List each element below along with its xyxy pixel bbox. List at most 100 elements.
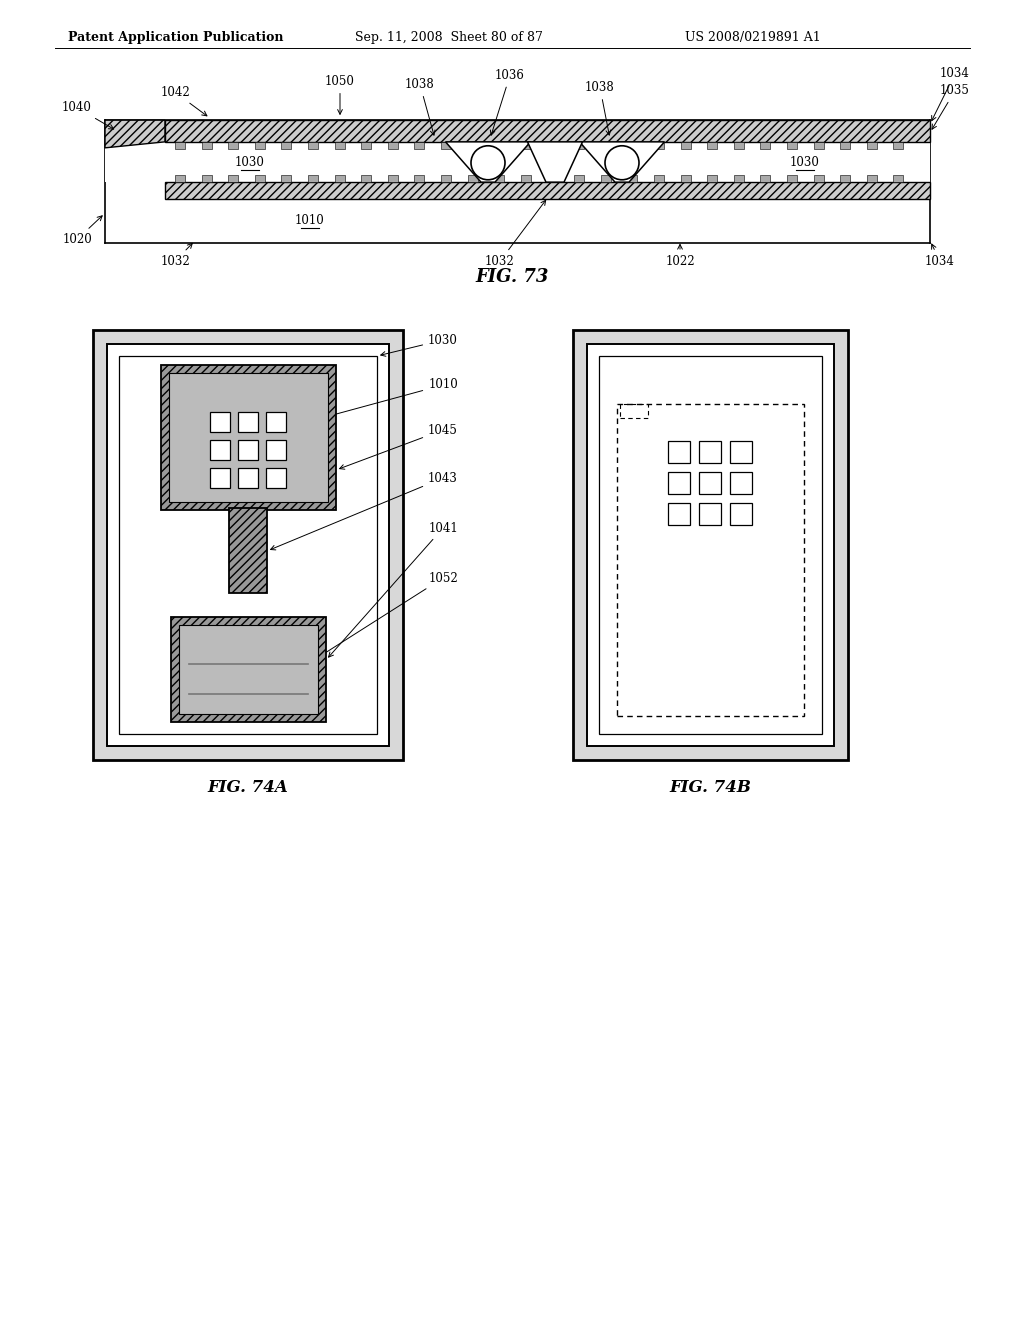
Bar xyxy=(620,404,648,418)
Bar xyxy=(202,176,212,182)
Bar xyxy=(628,176,637,182)
Bar xyxy=(210,412,230,432)
Bar xyxy=(495,176,504,182)
Bar xyxy=(266,412,286,432)
Polygon shape xyxy=(105,120,165,148)
Bar xyxy=(787,141,797,149)
Bar xyxy=(335,176,345,182)
Text: 1010: 1010 xyxy=(252,379,458,438)
Bar xyxy=(106,345,389,746)
Bar xyxy=(229,508,267,593)
Bar xyxy=(628,141,637,149)
Bar xyxy=(169,374,328,502)
Text: 1038: 1038 xyxy=(585,81,614,135)
Bar xyxy=(202,141,212,149)
Bar xyxy=(238,440,258,459)
Text: 1050: 1050 xyxy=(325,75,355,115)
Bar xyxy=(175,176,185,182)
Bar xyxy=(681,176,690,182)
Text: 1030: 1030 xyxy=(236,156,265,169)
Text: 1030: 1030 xyxy=(381,334,458,356)
Bar xyxy=(228,176,239,182)
Bar xyxy=(238,412,258,432)
Bar xyxy=(441,141,451,149)
Bar xyxy=(210,469,230,488)
Bar xyxy=(761,141,770,149)
Bar xyxy=(654,141,664,149)
Bar xyxy=(730,473,752,494)
Bar xyxy=(255,176,265,182)
Bar xyxy=(573,330,848,760)
Text: 1041: 1041 xyxy=(329,521,458,657)
Text: 1034: 1034 xyxy=(932,67,970,120)
Text: 1036: 1036 xyxy=(490,69,525,135)
Bar xyxy=(893,176,903,182)
Bar xyxy=(238,469,258,488)
Bar xyxy=(654,176,664,182)
Text: 1034: 1034 xyxy=(925,244,955,268)
Bar xyxy=(866,141,877,149)
Bar xyxy=(668,503,690,525)
Bar xyxy=(601,176,610,182)
Text: 1042: 1042 xyxy=(160,86,207,116)
Bar xyxy=(681,141,690,149)
Bar xyxy=(734,176,743,182)
Text: FIG. 74A: FIG. 74A xyxy=(208,780,289,796)
Bar xyxy=(708,141,717,149)
Bar xyxy=(814,176,823,182)
Bar xyxy=(282,176,292,182)
Bar xyxy=(388,141,398,149)
Bar xyxy=(210,440,230,459)
Bar xyxy=(415,176,425,182)
Text: 1045: 1045 xyxy=(340,424,458,469)
Bar xyxy=(840,141,850,149)
Bar xyxy=(266,469,286,488)
Bar xyxy=(179,624,318,714)
Bar xyxy=(521,141,530,149)
Polygon shape xyxy=(445,141,530,182)
Bar xyxy=(165,182,930,199)
Bar xyxy=(617,404,804,715)
Text: 1032: 1032 xyxy=(160,243,193,268)
Bar xyxy=(308,176,318,182)
Bar xyxy=(361,176,372,182)
Text: 1030: 1030 xyxy=(791,156,820,169)
Bar xyxy=(668,441,690,463)
Bar xyxy=(165,120,930,141)
Bar xyxy=(105,141,165,182)
Bar xyxy=(119,356,377,734)
Text: 1035: 1035 xyxy=(932,84,970,129)
Bar xyxy=(787,176,797,182)
Text: Patent Application Publication: Patent Application Publication xyxy=(68,30,284,44)
Bar xyxy=(814,141,823,149)
Bar xyxy=(866,176,877,182)
Bar xyxy=(548,141,557,149)
Bar xyxy=(574,141,584,149)
Bar xyxy=(730,503,752,525)
Text: FIG. 74B: FIG. 74B xyxy=(669,780,751,796)
Text: Sep. 11, 2008  Sheet 80 of 87: Sep. 11, 2008 Sheet 80 of 87 xyxy=(355,30,543,44)
Text: 1032: 1032 xyxy=(485,201,546,268)
Bar xyxy=(441,176,451,182)
Bar xyxy=(574,176,584,182)
Text: 1020: 1020 xyxy=(62,215,102,246)
Bar xyxy=(161,366,336,510)
Bar xyxy=(734,141,743,149)
Bar xyxy=(495,141,504,149)
Text: US 2008/0219891 A1: US 2008/0219891 A1 xyxy=(685,30,821,44)
Bar xyxy=(175,141,185,149)
Bar xyxy=(171,616,326,722)
Bar xyxy=(680,141,930,182)
Bar xyxy=(93,330,403,760)
Text: 1052: 1052 xyxy=(251,572,458,700)
Bar xyxy=(468,141,477,149)
Text: 1040: 1040 xyxy=(62,102,114,129)
Bar xyxy=(255,141,265,149)
Bar xyxy=(599,356,822,734)
Text: 1043: 1043 xyxy=(270,471,458,550)
Bar xyxy=(893,141,903,149)
Bar xyxy=(587,345,834,746)
Bar xyxy=(730,441,752,463)
Text: 1010: 1010 xyxy=(295,214,325,227)
Circle shape xyxy=(471,145,505,180)
